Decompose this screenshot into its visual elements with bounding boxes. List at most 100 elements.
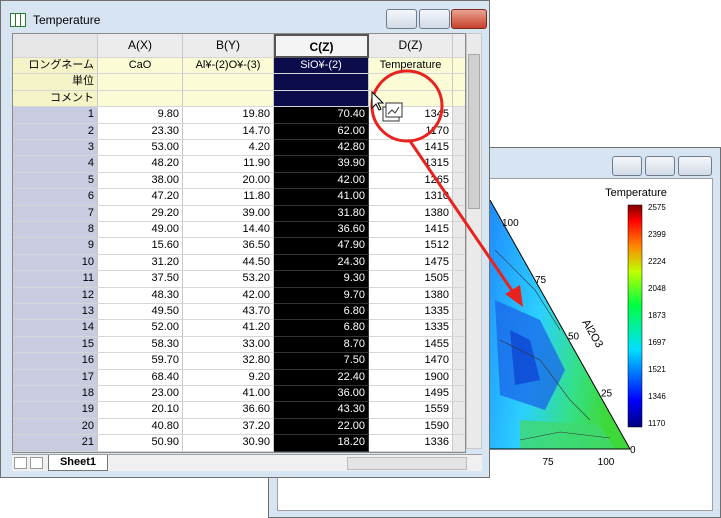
row-index[interactable]: 7 (13, 205, 98, 222)
row-index[interactable]: 5 (13, 172, 98, 190)
data-cell[interactable] (453, 222, 465, 239)
data-cell[interactable]: 50.90 (98, 435, 183, 452)
data-cell[interactable]: 20.00 (183, 172, 274, 190)
minimize-button[interactable] (612, 156, 642, 176)
data-cell[interactable]: 43.70 (183, 304, 274, 321)
meta-cell[interactable] (453, 58, 465, 75)
row-index[interactable]: 3 (13, 140, 98, 157)
data-cell[interactable]: 48.20 (98, 156, 183, 173)
row-index[interactable]: 16 (13, 353, 98, 370)
row-index[interactable]: 12 (13, 287, 98, 304)
meta-cell[interactable] (274, 90, 369, 108)
data-cell[interactable]: 9.30 (274, 271, 369, 288)
row-index[interactable]: 10 (13, 254, 98, 272)
data-cell[interactable]: 52.00 (98, 320, 183, 337)
data-cell[interactable]: 42.00 (274, 172, 369, 190)
data-cell[interactable] (453, 418, 465, 436)
data-cell[interactable]: 44.50 (183, 254, 274, 272)
data-cell[interactable]: 1345 (369, 107, 453, 124)
meta-cell[interactable] (369, 90, 453, 108)
data-cell[interactable] (453, 451, 465, 452)
row-label[interactable]: 単位 (13, 74, 98, 91)
column-header[interactable]: D(Z) (369, 34, 453, 58)
data-cell[interactable]: 37.20 (183, 418, 274, 436)
data-cell[interactable]: 1415 (369, 222, 453, 239)
data-cell[interactable]: 41.00 (274, 189, 369, 206)
data-cell[interactable]: 53.20 (183, 271, 274, 288)
scroll-thumb[interactable] (468, 54, 480, 209)
row-index[interactable]: 18 (13, 386, 98, 403)
data-cell[interactable]: 49.50 (98, 304, 183, 321)
meta-cell[interactable]: CaO (98, 58, 183, 75)
meta-cell[interactable] (98, 74, 183, 91)
column-header[interactable]: C(Z) (274, 34, 369, 58)
data-cell[interactable] (453, 369, 465, 386)
data-cell[interactable] (453, 386, 465, 403)
data-cell[interactable]: 1590 (369, 418, 453, 436)
tab-scroll-left[interactable] (14, 457, 27, 469)
data-cell[interactable]: 43.30 (274, 402, 369, 419)
row-index[interactable]: 22 (13, 451, 98, 452)
data-cell[interactable]: 41.20 (183, 320, 274, 337)
worksheet-grid[interactable]: A(X) B(Y) C(Z) D(Z) ロングネーム CaO Al¥-(2)O¥-(3) Si… (12, 33, 466, 453)
data-cell[interactable] (453, 205, 465, 222)
data-cell[interactable] (453, 107, 465, 124)
data-cell[interactable]: 1470 (369, 353, 453, 370)
data-cell[interactable]: 49.00 (98, 222, 183, 239)
meta-cell[interactable]: Al¥-(2)O¥-(3) (183, 58, 274, 75)
data-cell[interactable]: 11.80 (183, 189, 274, 206)
meta-cell[interactable]: SiO¥-(2) (274, 58, 369, 75)
data-cell[interactable]: 1475 (369, 254, 453, 272)
data-cell[interactable]: 47.20 (98, 189, 183, 206)
data-cell[interactable]: 24.30 (274, 254, 369, 272)
data-cell[interactable] (453, 336, 465, 354)
data-cell[interactable]: 32.80 (183, 353, 274, 370)
meta-cell[interactable] (183, 90, 274, 108)
data-cell[interactable] (453, 435, 465, 452)
data-cell[interactable]: 59.70 (98, 353, 183, 370)
row-index[interactable]: 19 (13, 402, 98, 419)
data-cell[interactable] (453, 238, 465, 255)
data-cell[interactable] (453, 304, 465, 321)
data-cell[interactable]: 6.80 (274, 320, 369, 337)
data-cell[interactable]: 36.60 (274, 222, 369, 239)
data-cell[interactable] (453, 320, 465, 337)
maximize-button[interactable] (419, 9, 450, 29)
data-cell[interactable]: 22.40 (274, 369, 369, 386)
column-header[interactable] (453, 34, 465, 58)
row-index[interactable]: 14 (13, 320, 98, 337)
data-cell[interactable]: 1310 (369, 189, 453, 206)
data-cell[interactable]: 33.00 (183, 336, 274, 354)
data-cell[interactable]: 29.20 (98, 205, 183, 222)
corner-cell[interactable] (13, 34, 98, 58)
close-button[interactable] (678, 156, 712, 176)
data-cell[interactable]: 1380 (369, 205, 453, 222)
data-cell[interactable]: 1512 (369, 238, 453, 255)
row-index[interactable]: 20 (13, 418, 98, 436)
data-cell[interactable]: 39.00 (183, 205, 274, 222)
data-cell[interactable] (453, 189, 465, 206)
vertical-scrollbar[interactable] (466, 33, 482, 449)
row-index[interactable]: 9 (13, 238, 98, 255)
data-cell[interactable]: 1495 (369, 386, 453, 403)
meta-cell[interactable] (453, 90, 465, 108)
data-cell[interactable]: 1380 (369, 287, 453, 304)
data-cell[interactable]: 47.90 (274, 238, 369, 255)
row-index[interactable]: 4 (13, 156, 98, 173)
data-cell[interactable]: 9.70 (274, 287, 369, 304)
data-cell[interactable] (453, 156, 465, 173)
row-index[interactable]: 2 (13, 123, 98, 140)
data-cell[interactable]: 1335 (369, 320, 453, 337)
data-cell[interactable]: 62.00 (274, 123, 369, 140)
data-cell[interactable]: 38.00 (98, 172, 183, 190)
data-cell[interactable]: 9.80 (98, 107, 183, 124)
row-label[interactable]: コメント (13, 90, 98, 108)
data-cell[interactable]: 31.80 (274, 205, 369, 222)
row-index[interactable]: 15 (13, 336, 98, 354)
data-cell[interactable] (453, 254, 465, 272)
tab-scroll-right[interactable] (30, 457, 43, 469)
data-cell[interactable]: 1455 (369, 336, 453, 354)
data-cell[interactable]: 36.60 (183, 402, 274, 419)
data-cell[interactable]: 39.90 (274, 156, 369, 173)
row-index[interactable]: 17 (13, 369, 98, 386)
